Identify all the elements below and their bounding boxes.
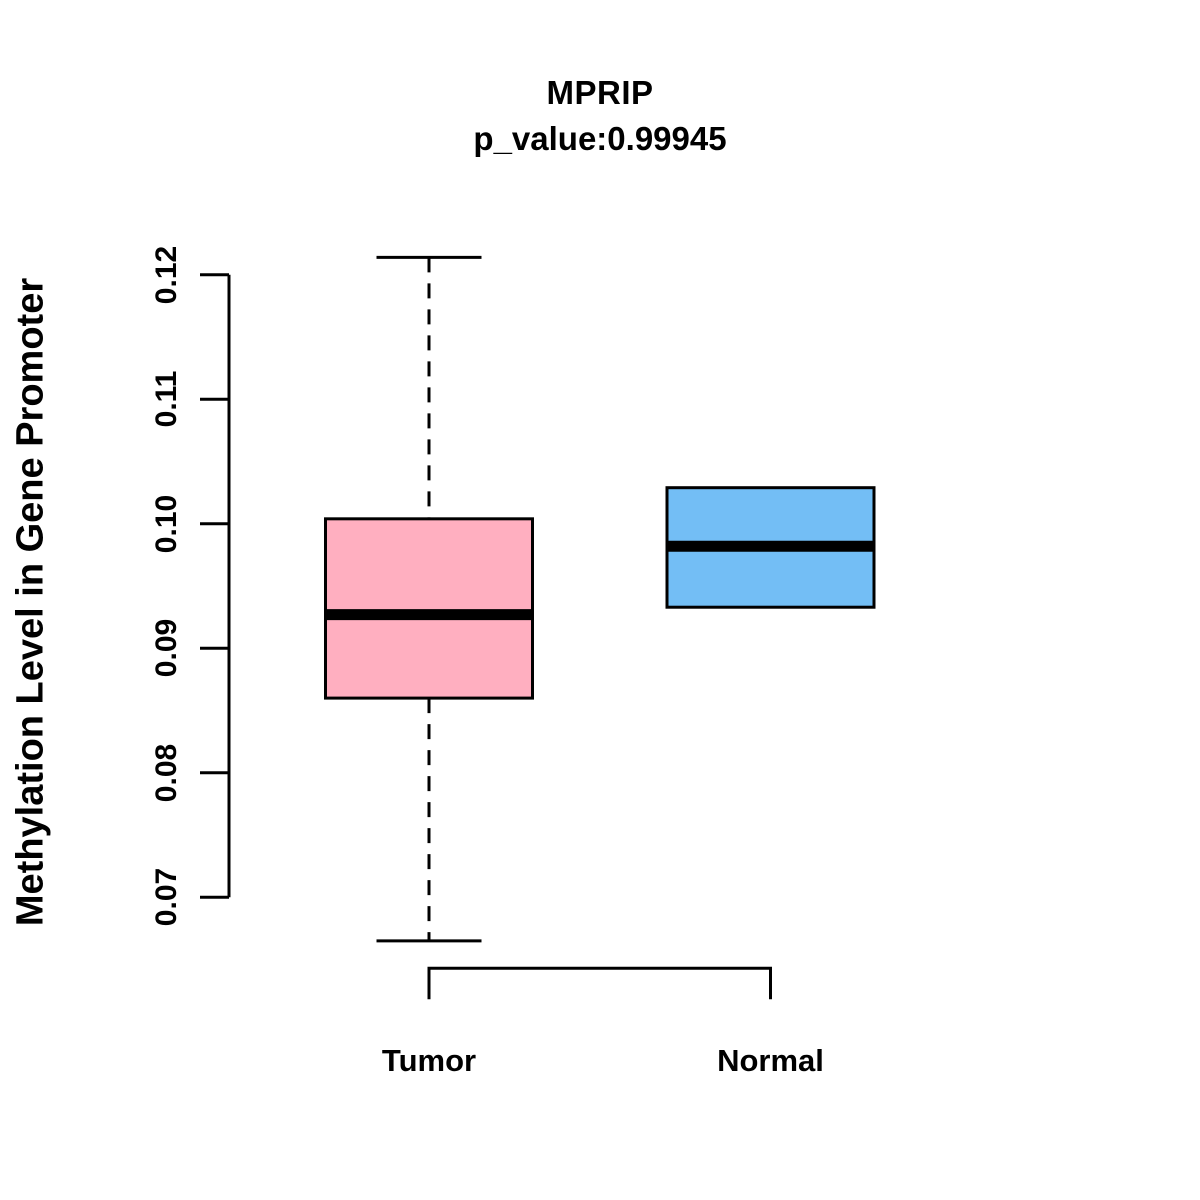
y-tick-label: 0.12 xyxy=(150,245,183,304)
y-tick-label: 0.07 xyxy=(150,868,183,927)
y-tick-label: 0.08 xyxy=(150,743,183,802)
x-category-label-tumor: Tumor xyxy=(381,1043,477,1078)
chart-subtitle: p_value:0.99945 xyxy=(473,120,727,157)
y-tick-label: 0.09 xyxy=(150,619,183,678)
tumor-box xyxy=(324,517,534,700)
x-axis-bracket xyxy=(427,966,772,1000)
y-tick-label: 0.11 xyxy=(150,370,183,428)
chart-title: MPRIP xyxy=(546,74,654,111)
x-category-label-normal: Normal xyxy=(717,1043,824,1078)
y-tick-label: 0.10 xyxy=(150,494,183,553)
